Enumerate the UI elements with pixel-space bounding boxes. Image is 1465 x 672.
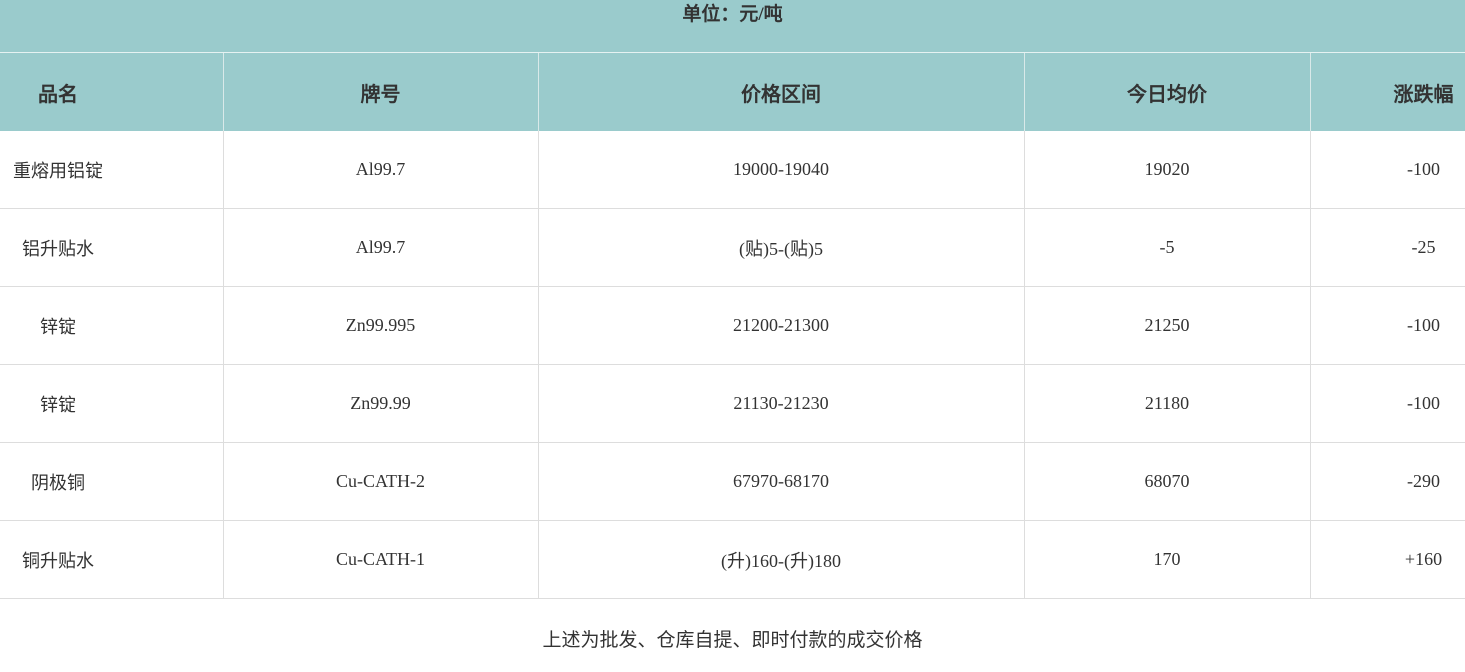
cell-product: 重熔用铝锭	[0, 131, 224, 209]
table-header-row: 品名 牌号 价格区间 今日均价 涨跌幅	[0, 53, 1465, 131]
cell-text: 锌锭	[40, 394, 76, 415]
cell-text: 铝升贴水	[22, 238, 94, 259]
header-average-price: 今日均价	[1024, 53, 1311, 131]
table-row: 铜升贴水 Cu-CATH-1 (升)160-(升)180 170 +160	[0, 520, 1465, 599]
cell-grade: Cu-CATH-1	[223, 520, 539, 599]
cell-average-price: -5	[1024, 208, 1311, 287]
cell-text: 铜升贴水	[22, 550, 94, 571]
cell-text: 重熔用铝锭	[13, 160, 103, 181]
cell-text: -100	[1407, 159, 1440, 179]
cell-product: 铜升贴水	[0, 520, 224, 599]
cell-change: -100	[1310, 131, 1465, 209]
cell-price-range: (升)160-(升)180	[538, 520, 1025, 599]
cell-change: -100	[1310, 364, 1465, 443]
table-row: 锌锭 Zn99.995 21200-21300 21250 -100	[0, 286, 1465, 365]
unit-label: 单位：元/吨	[0, 0, 1465, 53]
cell-price-range: 21130-21230	[538, 364, 1025, 443]
cell-product: 锌锭	[0, 286, 224, 365]
header-price-range: 价格区间	[538, 53, 1025, 131]
cell-average-price: 19020	[1024, 131, 1311, 209]
cell-text: +160	[1404, 549, 1443, 569]
cell-change: -100	[1310, 286, 1465, 365]
cell-text: -100	[1407, 315, 1440, 335]
table-row: 锌锭 Zn99.99 21130-21230 21180 -100	[0, 364, 1465, 443]
header-change: 涨跌幅	[1310, 53, 1465, 131]
cell-product: 锌锭	[0, 364, 224, 443]
price-table: 品名 牌号 价格区间 今日均价 涨跌幅 重熔用铝锭 Al99.7 19000-190…	[0, 53, 1465, 599]
cell-price-range: (贴)5-(贴)5	[538, 208, 1025, 287]
cell-product: 铝升贴水	[0, 208, 224, 287]
table-row: 重熔用铝锭 Al99.7 19000-19040 19020 -100	[0, 131, 1465, 209]
cell-text: -290	[1407, 471, 1440, 491]
header-product: 品名	[0, 53, 224, 131]
cell-average-price: 21250	[1024, 286, 1311, 365]
cell-average-price: 68070	[1024, 442, 1311, 521]
cell-text: -25	[1411, 237, 1436, 257]
cell-change: -290	[1310, 442, 1465, 521]
header-grade: 牌号	[223, 53, 539, 131]
cell-grade: Zn99.995	[223, 286, 539, 365]
table-row: 铝升贴水 Al99.7 (贴)5-(贴)5 -5 -25	[0, 208, 1465, 287]
footer-note: 上述为批发、仓库自提、即时付款的成交价格	[542, 630, 923, 651]
cell-price-range: 19000-19040	[538, 131, 1025, 209]
cell-text: 阴极铜	[31, 472, 85, 493]
cell-price-range: 21200-21300	[538, 286, 1025, 365]
cell-product: 阴极铜	[0, 442, 224, 521]
cell-text: 锌锭	[40, 316, 76, 337]
cell-change: -25	[1310, 208, 1465, 287]
cell-average-price: 170	[1024, 520, 1311, 599]
cell-price-range: 67970-68170	[538, 442, 1025, 521]
cell-grade: Zn99.99	[223, 364, 539, 443]
cell-grade: Cu-CATH-2	[223, 442, 539, 521]
cell-change: +160	[1310, 520, 1465, 599]
cell-text: -100	[1407, 393, 1440, 413]
cell-average-price: 21180	[1024, 364, 1311, 443]
table-row: 阴极铜 Cu-CATH-2 67970-68170 68070 -290	[0, 442, 1465, 521]
cell-grade: Al99.7	[223, 208, 539, 287]
cell-grade: Al99.7	[223, 131, 539, 209]
